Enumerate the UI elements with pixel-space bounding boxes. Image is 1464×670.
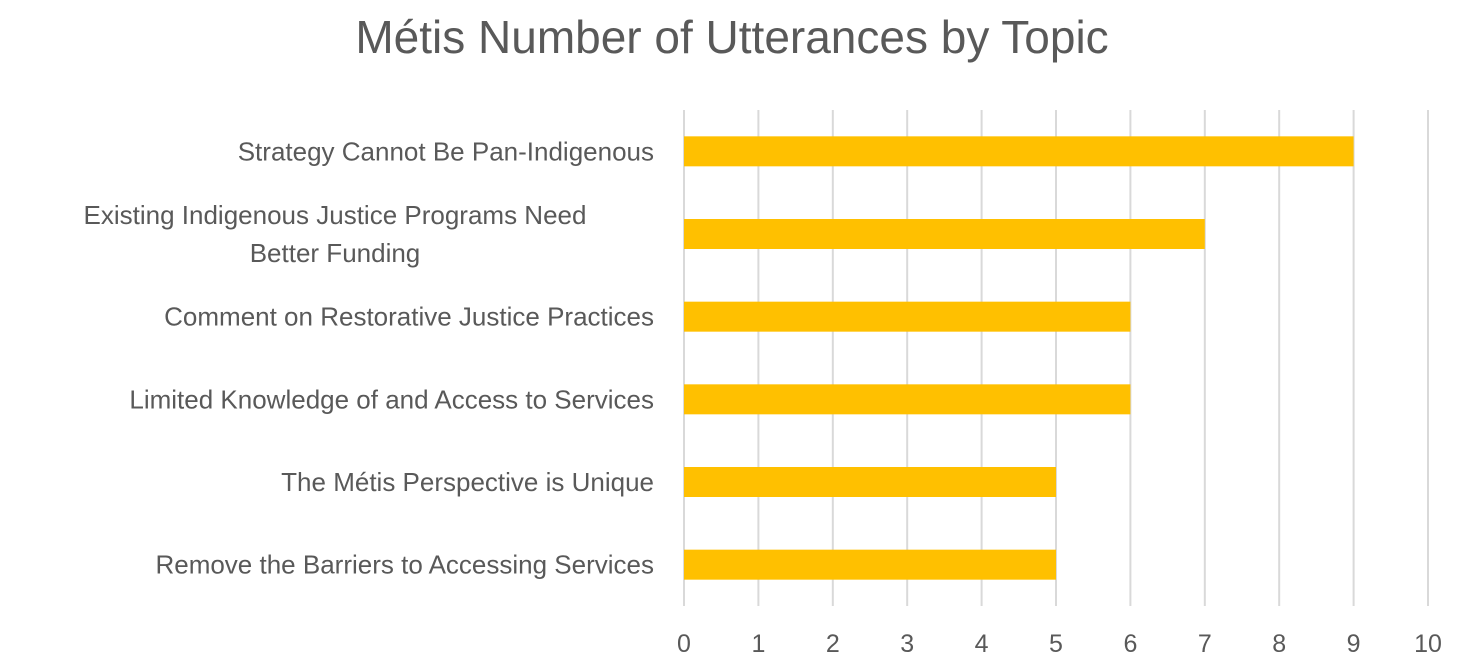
x-tick-label: 1 bbox=[751, 630, 765, 658]
bar bbox=[684, 219, 1205, 249]
category-label-line: Existing Indigenous Justice Programs Nee… bbox=[84, 200, 587, 230]
bar bbox=[684, 384, 1131, 415]
x-tick-label: 0 bbox=[677, 630, 691, 658]
category-label: The Métis Perspective is Unique bbox=[281, 467, 654, 497]
category-label: Comment on Restorative Justice Practices bbox=[164, 302, 654, 332]
x-tick-label: 2 bbox=[826, 630, 840, 658]
x-tick-label: 4 bbox=[975, 630, 989, 658]
category-label: Limited Knowledge of and Access to Servi… bbox=[129, 384, 654, 414]
x-tick-label: 3 bbox=[900, 630, 914, 658]
bar bbox=[684, 136, 1354, 167]
x-tick-label: 8 bbox=[1272, 630, 1286, 658]
bars bbox=[684, 136, 1354, 580]
category-label-line: Better Funding bbox=[250, 238, 421, 268]
chart-title: Métis Number of Utterances by Topic bbox=[355, 11, 1109, 63]
x-tick-label: 7 bbox=[1198, 630, 1212, 658]
category-label: Existing Indigenous Justice Programs Nee… bbox=[84, 200, 587, 268]
category-label: Remove the Barriers to Accessing Service… bbox=[155, 550, 654, 580]
bar bbox=[684, 467, 1056, 497]
category-label: Strategy Cannot Be Pan-Indigenous bbox=[238, 136, 654, 166]
bar bbox=[684, 301, 1131, 332]
gridlines bbox=[683, 110, 1429, 606]
bar bbox=[684, 549, 1056, 580]
x-tick-label: 6 bbox=[1123, 630, 1137, 658]
x-tick-label: 9 bbox=[1347, 630, 1361, 658]
x-tick-label: 10 bbox=[1414, 630, 1442, 658]
x-axis-tick-labels: 0 1 2 3 4 5 6 7 8 9 10 bbox=[677, 630, 1442, 658]
category-labels: Strategy Cannot Be Pan-Indigenous Existin… bbox=[84, 136, 654, 579]
x-tick-label: 5 bbox=[1049, 630, 1063, 658]
